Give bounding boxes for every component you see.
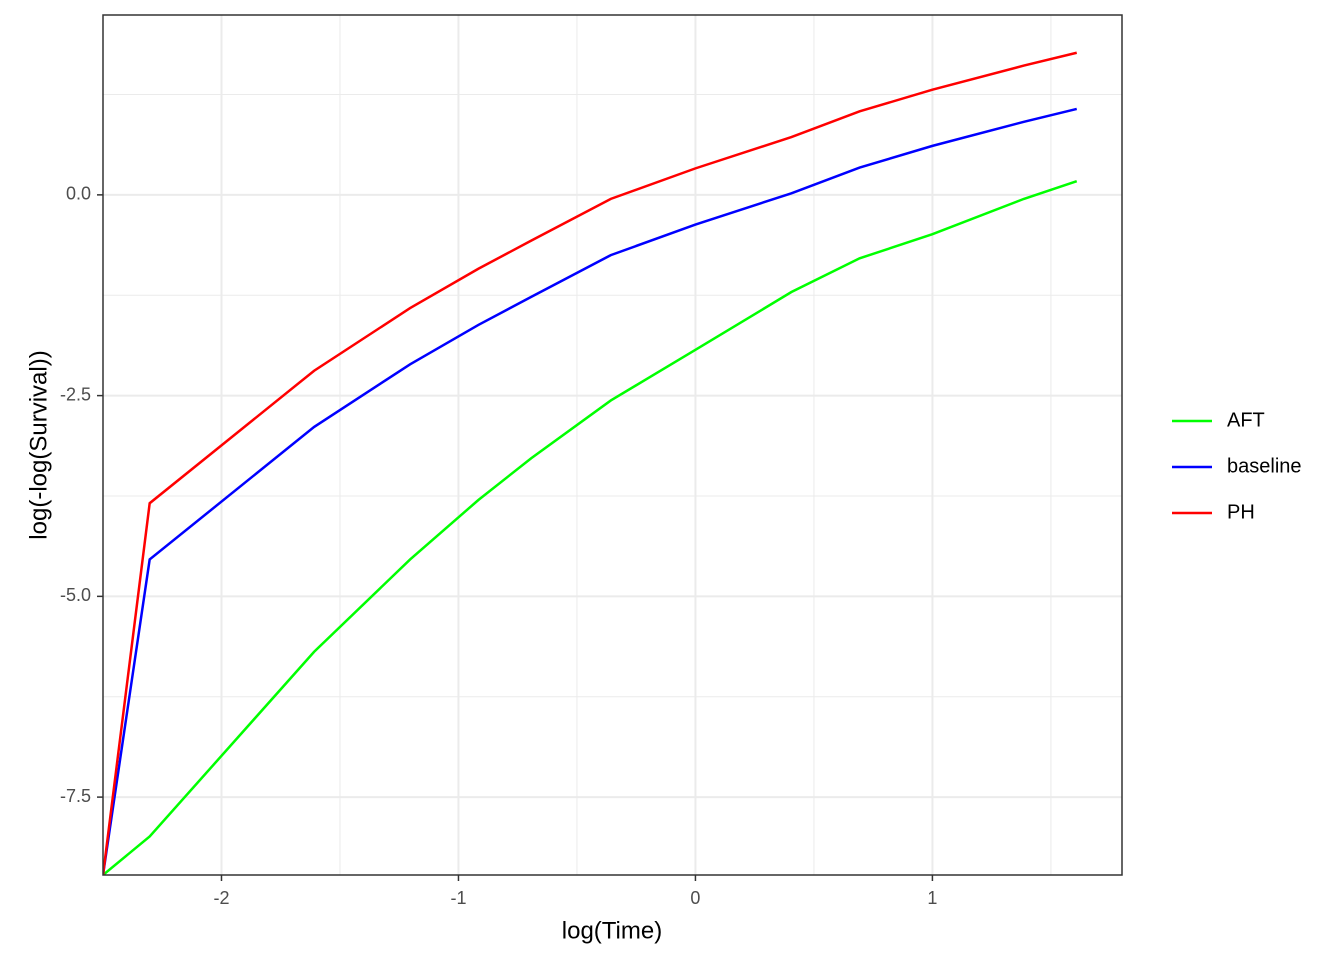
legend-label: baseline (1227, 455, 1302, 477)
legend-label: PH (1227, 501, 1255, 523)
y-tick-label: 0.0 (66, 184, 91, 204)
plot-border (102, 14, 1123, 876)
series-line (103, 107, 1078, 875)
series-line (103, 180, 1078, 875)
y-axis-title: log(-log(Survival)) (25, 350, 52, 539)
series-line (103, 51, 1078, 875)
x-axis-title: log(Time) (562, 917, 662, 944)
x-tick-label: -2 (213, 888, 229, 908)
legend-label: AFT (1227, 409, 1265, 431)
x-tick-label: 0 (690, 888, 700, 908)
x-tick-label: -1 (450, 888, 466, 908)
y-tick-label: -5.0 (60, 585, 91, 605)
x-tick-label: 1 (927, 888, 937, 908)
y-tick-label: -2.5 (60, 384, 91, 404)
y-tick-label: -7.5 (60, 786, 91, 806)
